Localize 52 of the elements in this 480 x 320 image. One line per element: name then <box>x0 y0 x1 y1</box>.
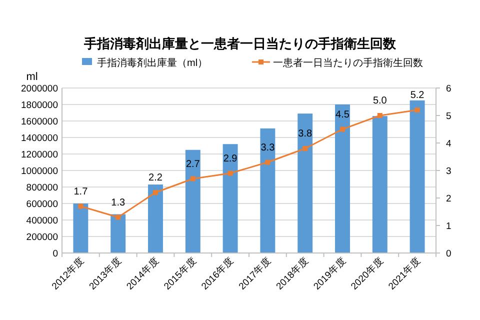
y-tick-label: 1000000 <box>21 166 58 177</box>
bar <box>110 214 126 253</box>
data-label: 3.8 <box>298 128 312 140</box>
y-tick-label: 200000 <box>26 232 58 243</box>
data-label: 3.3 <box>260 142 276 154</box>
bar <box>372 116 388 253</box>
y-axis-title: ml <box>26 71 38 83</box>
legend-label: 手指消毒剤出庫量（ml） <box>97 57 208 69</box>
point <box>302 146 308 151</box>
y-tick-label: 1600000 <box>21 116 58 128</box>
bar <box>222 144 238 253</box>
y2-tick-label: 5 <box>446 111 452 122</box>
data-label: 1.7 <box>74 186 88 198</box>
bar <box>148 184 163 253</box>
bar <box>185 150 200 253</box>
y-tick-label: 1400000 <box>21 133 58 144</box>
y2-tick-label: 1 <box>446 221 452 232</box>
point <box>340 126 345 132</box>
y2-tick-label: 2 <box>446 194 452 204</box>
point <box>414 108 420 112</box>
y-tick-label: 2000000 <box>21 84 58 94</box>
point <box>153 190 158 195</box>
y2-tick-label: 0 <box>446 248 452 260</box>
y-tick-label: 600000 <box>26 199 58 210</box>
data-label: 2.9 <box>223 153 238 164</box>
bar <box>73 204 88 253</box>
bar <box>410 100 425 253</box>
bar <box>298 114 313 253</box>
point <box>377 113 382 118</box>
y-tick-label: 400000 <box>26 216 58 226</box>
y2-tick-label: 3 <box>446 166 452 177</box>
y-tick-label: 0 <box>52 248 58 260</box>
data-label: 2.7 <box>186 158 200 170</box>
data-label: 2.2 <box>148 172 163 184</box>
bar <box>260 128 276 253</box>
data-label: 5.2 <box>410 90 425 101</box>
legend-label: 一患者一日当たりの手指衛生回数 <box>273 57 423 69</box>
point <box>228 170 233 176</box>
y2-tick-label: 4 <box>446 138 452 150</box>
y2-tick-label: 6 <box>446 84 452 94</box>
point <box>265 160 270 165</box>
point <box>116 214 121 220</box>
y-tick-label: 1800000 <box>21 100 58 111</box>
chart-title: 手指消毒剤出庫量と一患者一日当たりの手指衛生回数 <box>83 36 397 51</box>
data-label: 4.5 <box>336 109 350 120</box>
bar <box>335 104 350 253</box>
data-label: 5.0 <box>372 96 388 106</box>
point <box>190 176 196 182</box>
y-tick-label: 1200000 <box>21 150 58 160</box>
point <box>78 204 84 209</box>
y-tick-label: 800000 <box>26 182 58 194</box>
data-label: 1.3 <box>111 197 126 208</box>
